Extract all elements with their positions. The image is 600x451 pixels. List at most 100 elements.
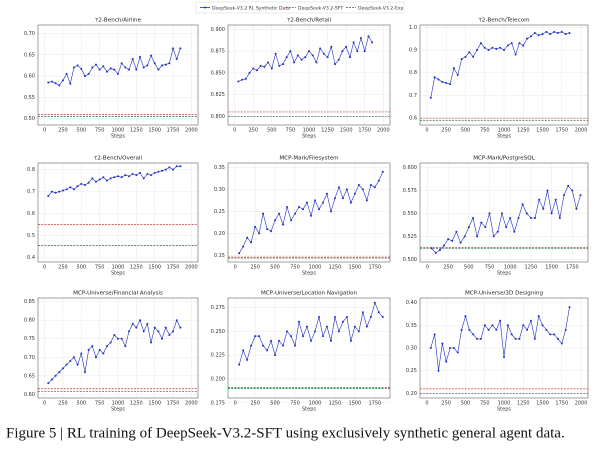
- data-point: [505, 226, 508, 229]
- data-point: [541, 324, 544, 327]
- x-tick-label: 1000: [309, 401, 322, 407]
- data-point: [322, 52, 325, 55]
- data-point: [98, 178, 101, 181]
- data-point: [164, 326, 167, 329]
- plot-frame: [227, 24, 391, 126]
- data-point: [341, 320, 344, 323]
- x-tick-label: 1750: [167, 401, 180, 407]
- data-point: [437, 369, 440, 372]
- y-tick-label: 0.30: [406, 346, 417, 352]
- x-tick-label: 1250: [517, 128, 530, 134]
- data-point: [83, 184, 86, 186]
- data-point: [242, 349, 245, 352]
- data-point: [168, 62, 171, 65]
- data-point: [499, 46, 502, 49]
- data-point: [521, 203, 524, 206]
- data-point: [564, 33, 567, 36]
- chart-title: MCP-Universe/3D Designing: [465, 291, 544, 297]
- x-axis-label: Steps: [497, 134, 511, 140]
- data-point: [296, 54, 299, 57]
- data-point: [157, 330, 160, 333]
- data-point: [246, 358, 249, 361]
- data-point: [72, 188, 75, 191]
- data-point: [244, 77, 247, 80]
- x-tick-label: 500: [270, 401, 280, 407]
- data-point: [61, 79, 64, 82]
- data-point: [492, 235, 495, 238]
- data-point: [58, 371, 61, 374]
- data-point: [452, 67, 455, 70]
- data-point: [252, 67, 255, 70]
- x-tick-label: 750: [290, 401, 300, 407]
- data-point: [476, 235, 479, 238]
- data-point: [329, 210, 332, 213]
- x-tick-label: 500: [461, 401, 471, 407]
- data-point: [460, 58, 463, 61]
- plot-frame: [419, 162, 589, 263]
- x-tick-label: 1000: [498, 401, 511, 407]
- data-point: [452, 347, 455, 349]
- data-point: [65, 363, 68, 366]
- data-point: [120, 62, 123, 65]
- y-tick-label: 0.35: [214, 165, 225, 171]
- plot-frame: [227, 162, 391, 263]
- x-tick-label: 1000: [309, 265, 322, 271]
- x-tick-label: 500: [77, 401, 87, 407]
- data-point: [139, 55, 142, 58]
- x-tick-label: 0: [233, 128, 236, 134]
- x-tick-label: 750: [286, 128, 296, 134]
- data-point: [135, 326, 138, 329]
- data-point: [513, 230, 516, 233]
- data-point: [172, 330, 175, 333]
- data-point: [87, 181, 90, 184]
- panel: 0.20 0.25 0.30 0.35 0.40 0 250 500 750 1000 1250 15…: [406, 291, 589, 413]
- plot-frame: [37, 162, 199, 263]
- x-tick-label: 1250: [525, 265, 538, 271]
- data-point: [274, 219, 277, 222]
- data-point: [105, 70, 108, 73]
- data-point: [321, 335, 324, 338]
- data-point: [250, 344, 253, 347]
- data-point: [179, 47, 182, 50]
- y-tick-label: 0.9: [409, 48, 417, 54]
- data-point: [306, 325, 309, 328]
- y-tick-label: 0.50: [24, 116, 35, 122]
- y-tick-label: 0.500: [403, 257, 417, 263]
- x-axis-label: Steps: [497, 271, 511, 277]
- data-point: [164, 168, 167, 171]
- data-point: [459, 241, 462, 244]
- data-point: [438, 249, 441, 252]
- data-point: [150, 54, 153, 57]
- y-tick-label: 0.65: [24, 52, 35, 58]
- data-point: [91, 345, 94, 348]
- data-point: [349, 201, 352, 204]
- data-point: [286, 206, 289, 208]
- y-tick-label: 0.5: [27, 233, 35, 239]
- data-point: [464, 315, 467, 318]
- data-point: [509, 217, 512, 219]
- data-point: [285, 56, 288, 59]
- x-axis-label: Steps: [302, 407, 316, 413]
- data-point: [262, 212, 265, 215]
- legend: DeepSeek-V3.2 RL Synthetic Data DeepSeek-…: [195, 1, 405, 14]
- data-point: [526, 37, 529, 40]
- y-tick-label: 0.6: [409, 116, 417, 122]
- data-point: [241, 78, 244, 81]
- x-tick-label: 1000: [504, 265, 517, 271]
- y-tick-label: 0.20: [406, 391, 417, 397]
- data-point: [153, 62, 156, 65]
- data-point: [533, 31, 536, 34]
- x-tick-label: 0: [43, 265, 46, 271]
- data-point: [298, 206, 301, 208]
- data-point: [128, 330, 131, 333]
- data-point: [175, 165, 178, 168]
- data-point: [356, 50, 359, 53]
- legend-label: DeepSeek-V3.2 RL Synthetic Data: [212, 5, 290, 11]
- x-tick-label: 500: [77, 265, 87, 271]
- data-point: [503, 356, 505, 359]
- data-point: [150, 341, 153, 344]
- data-point: [443, 244, 445, 247]
- data-point: [172, 47, 175, 50]
- data-point: [262, 344, 265, 347]
- data-point: [139, 319, 142, 322]
